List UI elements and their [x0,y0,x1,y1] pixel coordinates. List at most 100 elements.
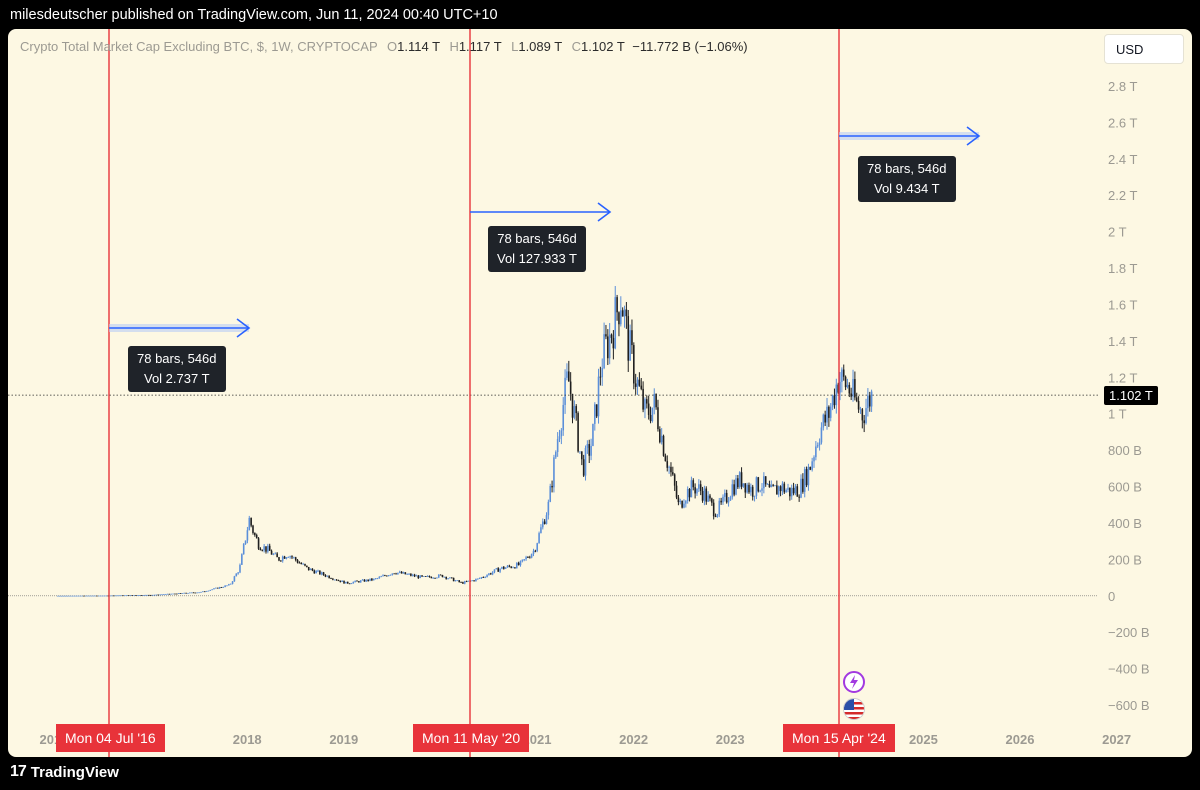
symbol-title: Crypto Total Market Cap Excluding BTC, $… [20,39,378,54]
candle-body [818,442,821,446]
candle-body [768,484,771,488]
date-range-arrowhead-1 [236,318,251,338]
price-axis-label: 0 [1108,589,1115,604]
candle-body [855,397,858,402]
candle-body [319,570,321,575]
candle-body [757,477,760,492]
candle-body [280,560,282,562]
candle-body [406,574,408,575]
candle-body [777,486,780,495]
candle-body [112,595,115,597]
candle-body [317,570,319,572]
candle-body [670,466,672,473]
open-value: 1.114 T [397,39,440,54]
candle-body [707,495,709,502]
candle-body [751,486,754,497]
measure-tag-vol: Vol 2.737 T [143,371,210,386]
candle-body [675,485,678,498]
candle-body [439,574,442,576]
date-range-arrowhead-3 [966,126,981,146]
candle-body [263,546,265,551]
candle-body [270,550,273,555]
candle-body [428,575,431,578]
candle-body [213,588,215,590]
candle-body [241,554,243,565]
candle-body [581,451,583,460]
candle-body [651,407,654,422]
candle-body [770,484,773,488]
candle-body [326,575,329,577]
candle-body [404,572,407,575]
candle-body [146,594,148,596]
tradingview-logo[interactable]: 17 TradingView [10,763,119,781]
candle-body [512,567,514,569]
candle-body [538,533,540,544]
candle-body [346,581,349,584]
currency-button[interactable]: USD [1104,34,1184,64]
candle-body [460,582,462,583]
candle-body [519,561,522,566]
candle-body [525,557,527,560]
price-axis-label: 600 B [1108,480,1142,495]
candle-body [614,297,617,349]
candle-body [205,591,208,592]
high-key: H [449,39,459,54]
candle-body [153,594,156,596]
candle-body [365,579,368,582]
candle-body [722,496,724,503]
candle-body [79,595,82,597]
candle-body [473,580,475,582]
candle-body [527,557,529,558]
candle-body [590,445,592,456]
candle-body [361,579,364,581]
candle-body [854,379,856,398]
candle-body [250,517,252,526]
candle-body [501,566,503,569]
candle-body [787,487,789,490]
candle-body [101,595,104,597]
date-range-arrowhead-2 [597,202,612,222]
candle-body [790,487,793,497]
candle-body [625,309,628,317]
candle-body [701,490,704,501]
candle-body [567,371,570,382]
candle-body [324,574,327,577]
candle-body [733,484,735,495]
candle-body [294,557,297,561]
candle-body [341,580,343,582]
candle-body [185,592,187,594]
candle-body [725,492,728,503]
candle-body [686,489,689,501]
candle-body [86,595,89,597]
candle-body [77,595,80,597]
candle-body [605,334,607,337]
candle-body [779,486,782,492]
us-flag-event-icon[interactable] [843,698,865,720]
price-axis-label: 1 T [1108,407,1127,422]
candle-body [198,592,200,594]
candle-body [348,583,351,585]
candle-body [172,593,174,595]
candle-body [623,309,626,317]
low-key: L [511,39,519,54]
time-axis-label: 2021 [523,732,552,747]
flash-event-icon[interactable] [843,671,865,693]
candle-body [423,576,425,577]
candle-body [454,580,457,582]
candle-body [601,368,604,378]
candle-body [174,593,176,595]
candle-body [84,595,87,597]
candle-body [540,527,542,534]
chart-canvas[interactable]: 2.8 T 2.6 T 2.4 T 2.2 T 2 T 1.8 T 1.6 T 1.4 T 1.… [8,29,1192,757]
candle-body [679,500,682,503]
candle-body [309,568,312,571]
candle-body [343,580,345,584]
candle-body [482,577,485,578]
candle-body [437,574,440,578]
candle-body [738,472,741,488]
chart-frame[interactable]: 2.8 T 2.6 T 2.4 T 2.2 T 2 T 1.8 T 1.6 T 1.4 T 1.… [8,29,1192,757]
candle-body [99,595,102,597]
candle-body [278,557,280,561]
candle-body [402,572,405,574]
candle-body [560,430,563,437]
